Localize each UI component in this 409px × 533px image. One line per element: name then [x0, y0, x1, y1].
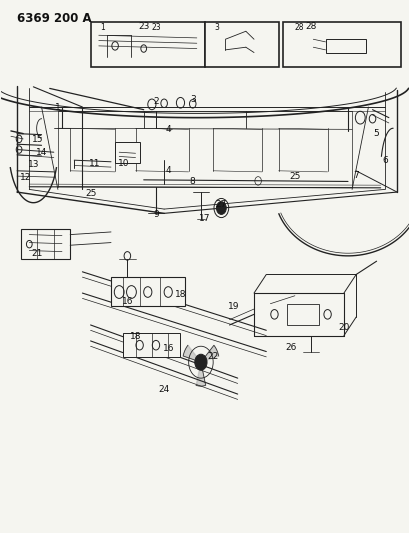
Bar: [286, 304, 319, 325]
Text: 6: 6: [381, 156, 387, 165]
Bar: [21, 229, 70, 259]
Bar: [115, 142, 139, 163]
Text: 28: 28: [305, 22, 316, 31]
Text: 28: 28: [294, 23, 303, 32]
Text: 13: 13: [27, 160, 39, 169]
Polygon shape: [183, 345, 200, 362]
Bar: [325, 39, 366, 53]
Text: 5: 5: [373, 129, 379, 138]
Text: 11: 11: [89, 159, 100, 168]
Bar: [111, 277, 184, 306]
Text: 1: 1: [55, 102, 61, 111]
Text: 16: 16: [121, 296, 133, 305]
Text: 14: 14: [36, 148, 47, 157]
Text: 25: 25: [85, 189, 96, 198]
Text: 4: 4: [165, 125, 171, 134]
Text: 22: 22: [207, 352, 218, 361]
Text: 1: 1: [100, 23, 105, 32]
Text: 7: 7: [353, 171, 358, 180]
Circle shape: [216, 201, 226, 214]
Polygon shape: [196, 362, 205, 386]
Bar: [123, 333, 180, 357]
Text: 3: 3: [189, 94, 195, 103]
Text: 23: 23: [151, 23, 160, 32]
Bar: [90, 22, 204, 67]
Text: 3: 3: [214, 23, 219, 32]
Text: 26: 26: [284, 343, 296, 352]
Text: 23: 23: [138, 22, 149, 31]
Text: 4: 4: [165, 166, 171, 175]
Text: 6369 200 A: 6369 200 A: [17, 12, 92, 26]
Text: 21: 21: [32, 249, 43, 258]
Text: 19: 19: [227, 302, 239, 311]
Text: 9: 9: [153, 210, 158, 219]
Text: 10: 10: [117, 159, 129, 168]
Text: 12: 12: [20, 173, 31, 182]
Polygon shape: [200, 345, 218, 362]
Text: 16: 16: [162, 344, 173, 353]
Text: 25: 25: [288, 172, 300, 181]
Text: 27: 27: [215, 200, 227, 209]
Text: 20: 20: [337, 323, 349, 332]
Text: 18: 18: [174, 289, 186, 298]
Text: 17: 17: [199, 214, 210, 223]
Text: 18: 18: [130, 332, 141, 341]
Bar: [204, 22, 278, 67]
Circle shape: [194, 354, 207, 370]
Text: 24: 24: [158, 385, 169, 394]
Text: 8: 8: [189, 177, 195, 186]
Bar: [282, 22, 400, 67]
Text: 15: 15: [31, 135, 43, 144]
Text: 2: 2: [153, 97, 158, 106]
